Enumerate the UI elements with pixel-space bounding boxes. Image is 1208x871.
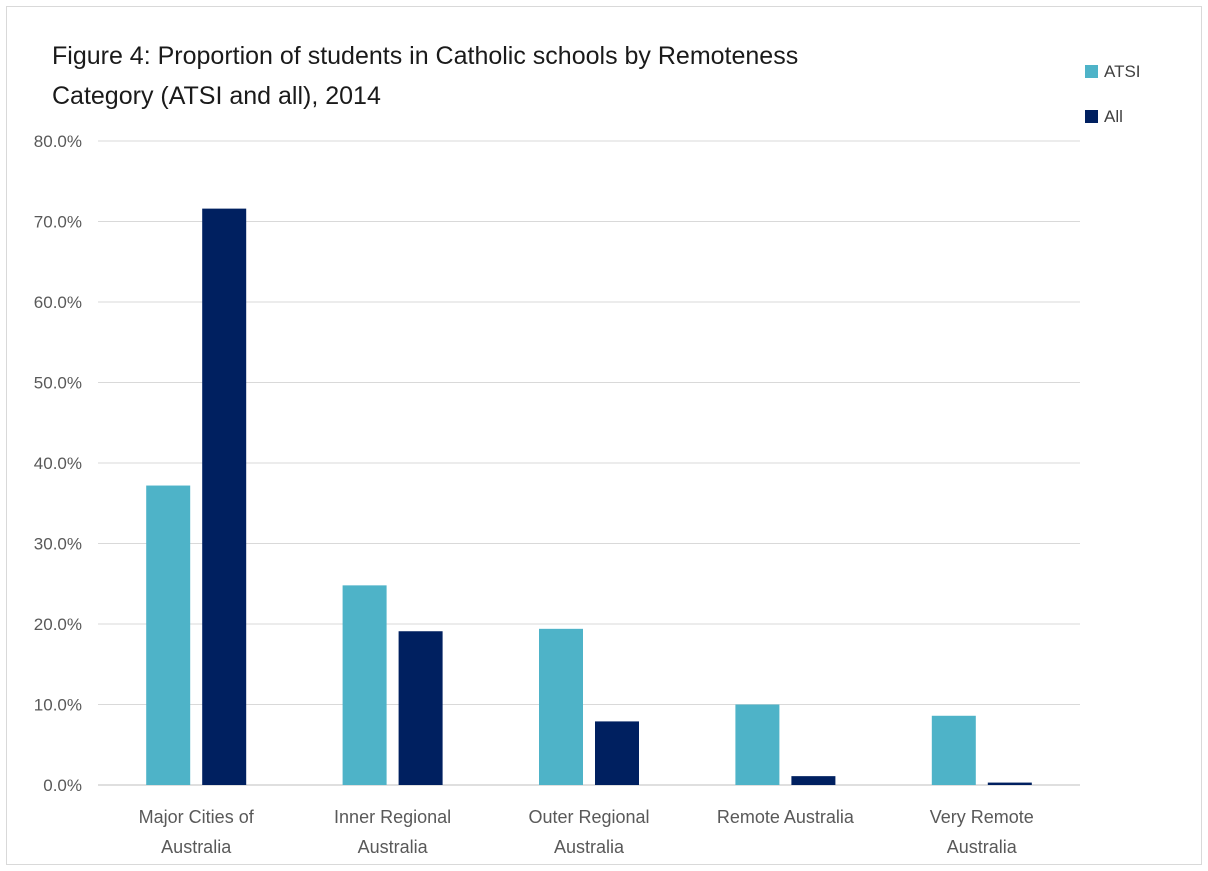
bar-atsi-0 <box>146 485 191 785</box>
bar-all-0 <box>202 208 247 785</box>
category-label: Australia <box>358 837 429 857</box>
bar-all-2 <box>595 721 639 785</box>
category-label: Australia <box>554 837 625 857</box>
y-tick-label: 70.0% <box>34 213 82 232</box>
legend-item-all: All <box>1085 105 1141 128</box>
bar-all-4 <box>987 782 1032 785</box>
y-tick-label: 60.0% <box>34 293 82 312</box>
legend-item-atsi: ATSI <box>1085 60 1141 83</box>
category-label: Remote Australia <box>717 807 855 827</box>
category-label: Very Remote <box>930 807 1034 827</box>
legend-label-atsi: ATSI <box>1104 61 1141 81</box>
bars <box>146 208 1032 785</box>
bar-atsi-2 <box>539 628 583 785</box>
chart-title: Figure 4: Proportion of students in Cath… <box>52 36 932 116</box>
y-tick-label: 0.0% <box>43 776 82 795</box>
y-tick-label: 10.0% <box>34 696 82 715</box>
chart-title-line-1: Figure 4: Proportion of students in Cath… <box>52 42 799 70</box>
legend-swatch-atsi <box>1085 65 1098 78</box>
bar-atsi-3 <box>735 704 780 785</box>
y-tick-label: 30.0% <box>34 535 82 554</box>
category-label: Outer Regional <box>528 807 649 827</box>
y-tick-label: 50.0% <box>34 374 82 393</box>
category-label: Australia <box>947 837 1018 857</box>
bar-atsi-4 <box>931 715 976 785</box>
bar-all-1 <box>398 631 443 785</box>
chart-title-line-2: Category (ATSI and all), 2014 <box>52 82 381 110</box>
bar-atsi-1 <box>342 585 387 785</box>
bar-all-3 <box>791 776 836 785</box>
y-tick-label: 20.0% <box>34 615 82 634</box>
chart-legend: ATSI All <box>1085 60 1141 150</box>
gridlines <box>98 140 1080 786</box>
category-label: Inner Regional <box>334 807 451 827</box>
category-labels: Major Cities of Australia Inner Regional Au… <box>139 807 1034 857</box>
y-tick-label: 80.0% <box>34 132 82 151</box>
y-axis-tick-labels: 0.0% 10.0% 20.0% 30.0% 40.0% 50.0% 60.0% 70.0% 8… <box>34 132 82 795</box>
category-label: Australia <box>161 837 232 857</box>
legend-swatch-all <box>1085 110 1098 123</box>
legend-label-all: All <box>1104 106 1123 126</box>
category-label: Major Cities of <box>139 807 255 827</box>
y-tick-label: 40.0% <box>34 454 82 473</box>
